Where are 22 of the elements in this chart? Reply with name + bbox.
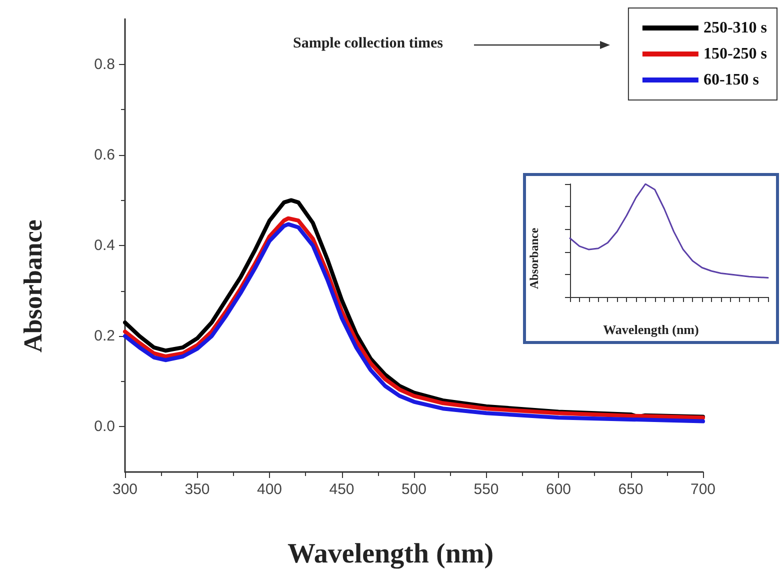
y-tick-label: 0.8 [94,56,115,73]
annotation: Sample collection times [293,36,444,52]
x-axis-title: Wavelength (nm) [287,538,494,570]
y-tick-label: 0.4 [94,237,115,254]
legend-label: 60-150 s [703,72,760,88]
x-tick-label: 350 [184,481,210,498]
y-tick-label: 0.6 [94,146,115,164]
y-tick-label: 0.0 [94,418,115,436]
legend-label: 150-250 s [703,46,768,62]
x-tick-label: 600 [546,481,572,498]
x-axis-title: Wavelength (nm) [603,322,699,337]
x-tick-label: 300 [112,481,138,498]
x-tick-label: 450 [329,481,354,498]
x-tick-label: 500 [401,481,427,498]
x-tick-label: 650 [618,481,644,498]
legend-label: 250-310 s [703,20,768,36]
x-tick-label: 550 [474,481,499,498]
y-tick-label: 0.2 [94,328,115,345]
y-axis-title: Absorbance [18,220,48,352]
y-axis-title: Absorbance [527,227,541,290]
x-tick-label: 400 [256,481,282,498]
x-tick-label: 700 [690,481,716,498]
